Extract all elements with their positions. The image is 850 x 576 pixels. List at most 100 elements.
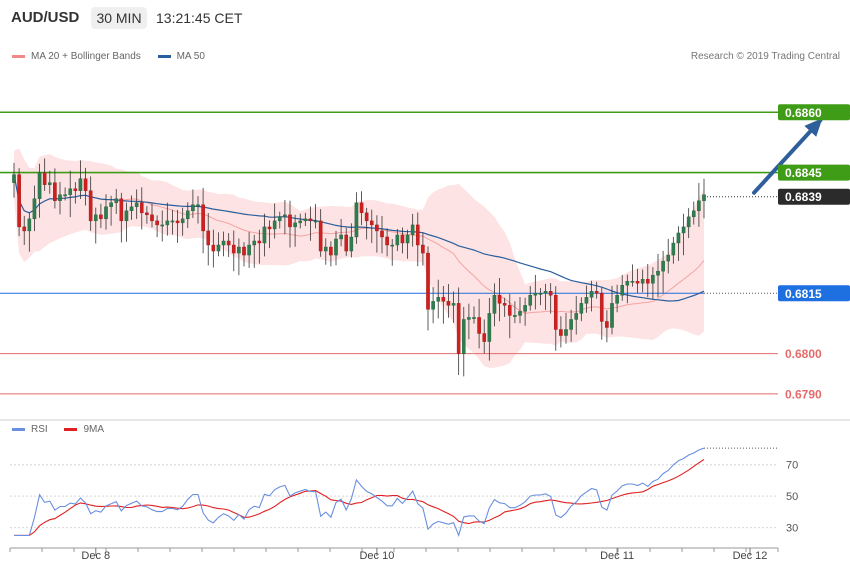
candle bbox=[104, 194, 108, 230]
candle-body bbox=[155, 220, 159, 226]
candle bbox=[441, 286, 446, 324]
candle bbox=[27, 212, 32, 252]
candle bbox=[349, 223, 354, 258]
price-label-text: 0.6800 bbox=[785, 347, 822, 361]
candle-body bbox=[221, 240, 226, 246]
candle-body bbox=[656, 270, 660, 276]
candle-body bbox=[12, 174, 16, 183]
candle bbox=[99, 203, 103, 228]
candle bbox=[354, 192, 359, 244]
candle-body bbox=[523, 305, 527, 312]
candle bbox=[461, 306, 466, 377]
candle-body bbox=[180, 218, 185, 224]
candle-body bbox=[160, 224, 165, 227]
candle bbox=[93, 207, 98, 244]
candle bbox=[513, 301, 517, 324]
candle bbox=[37, 163, 42, 218]
rsi-9ma-line bbox=[14, 458, 705, 536]
candle-body bbox=[318, 220, 323, 252]
candle-body bbox=[313, 220, 318, 223]
candle-body bbox=[441, 297, 446, 302]
main-legend: MA 20 + Bollinger Bands MA 50 bbox=[12, 50, 219, 62]
candle-body bbox=[405, 234, 410, 244]
candle-body bbox=[252, 240, 257, 246]
candle bbox=[405, 229, 410, 259]
candle bbox=[523, 297, 527, 326]
candle-body bbox=[175, 220, 180, 224]
candle bbox=[390, 239, 395, 266]
candle-body bbox=[564, 329, 568, 336]
legend-ma50: MA 50 bbox=[157, 51, 205, 62]
candle bbox=[691, 201, 696, 225]
candle-body bbox=[226, 240, 231, 246]
candle-body bbox=[134, 202, 139, 207]
candle-body bbox=[410, 224, 415, 236]
candle bbox=[175, 209, 180, 243]
candle bbox=[267, 220, 272, 249]
candle-body bbox=[574, 313, 579, 320]
candle-body bbox=[538, 293, 543, 295]
candle bbox=[334, 230, 338, 266]
legend-9ma: 9MA bbox=[64, 424, 104, 435]
candle-body bbox=[63, 194, 67, 197]
candle bbox=[150, 203, 154, 228]
rsi-legend: RSI 9MA bbox=[12, 423, 118, 435]
candle-body bbox=[359, 202, 364, 214]
candle bbox=[185, 202, 190, 228]
timeframe-badge[interactable]: 30 MIN bbox=[91, 7, 147, 29]
candle-body bbox=[37, 172, 42, 199]
rsi-line bbox=[14, 447, 705, 538]
candle-body bbox=[349, 236, 354, 252]
candle-body bbox=[293, 222, 297, 228]
candle bbox=[242, 242, 246, 267]
price-label-box bbox=[778, 164, 850, 181]
candle bbox=[451, 291, 456, 323]
candle-body bbox=[277, 216, 282, 222]
candle-body bbox=[191, 204, 195, 212]
candle-body bbox=[415, 224, 420, 246]
candle bbox=[620, 274, 625, 301]
rsi-tick-30: 30 bbox=[786, 523, 798, 535]
ma20-line bbox=[13, 174, 705, 314]
candle bbox=[277, 211, 282, 229]
legend-9ma-label: 9MA bbox=[83, 424, 105, 435]
candle bbox=[12, 162, 16, 198]
candle-body bbox=[630, 281, 635, 283]
candle bbox=[702, 178, 706, 219]
candle-body bbox=[579, 303, 584, 314]
candle bbox=[497, 278, 502, 322]
candle-body bbox=[119, 198, 124, 222]
candle bbox=[564, 312, 568, 344]
candle-body bbox=[247, 244, 251, 256]
candle bbox=[318, 209, 323, 257]
candle-body bbox=[666, 254, 671, 262]
candle bbox=[165, 202, 170, 236]
legend-rsi-swatch bbox=[12, 428, 25, 431]
candle bbox=[640, 269, 645, 293]
candle bbox=[472, 306, 476, 324]
candle bbox=[308, 206, 313, 241]
candle bbox=[119, 192, 124, 243]
candle bbox=[313, 204, 318, 229]
candle-body bbox=[47, 182, 52, 185]
candle-body bbox=[671, 242, 676, 256]
candle-body bbox=[559, 329, 563, 336]
candle bbox=[415, 212, 420, 267]
chart-header: AUD/USD 30 MIN 13:21:45 CET bbox=[0, 0, 850, 40]
candle bbox=[129, 195, 134, 220]
candle-body bbox=[702, 194, 706, 201]
candle-body bbox=[257, 240, 262, 244]
candle bbox=[58, 182, 62, 215]
candle bbox=[610, 285, 614, 335]
time-axis-label: Dec 11 bbox=[600, 550, 634, 562]
candle bbox=[548, 283, 553, 314]
price-label-text: 0.6860 bbox=[785, 106, 822, 120]
candle-body bbox=[185, 210, 190, 220]
candle-body bbox=[569, 319, 573, 330]
candle-body bbox=[533, 293, 538, 296]
candle bbox=[630, 264, 635, 287]
candle-body bbox=[129, 206, 134, 212]
symbol-label: AUD/USD bbox=[11, 9, 80, 26]
legend-ma20-bollinger: MA 20 + Bollinger Bands bbox=[12, 51, 141, 62]
